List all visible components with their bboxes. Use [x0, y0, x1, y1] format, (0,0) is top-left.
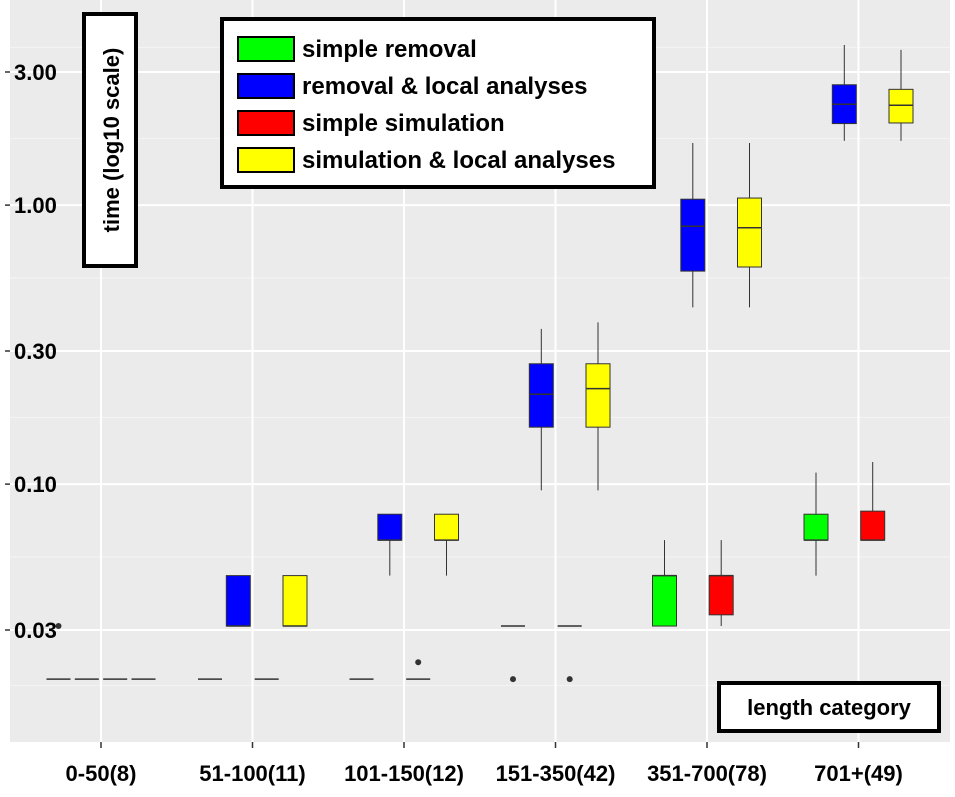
legend-label: simulation & local analyses: [302, 147, 615, 174]
x-tick-label: 101-150(12): [344, 761, 464, 786]
x-tick-label: 0-50(8): [66, 761, 137, 786]
x-tick-label: 51-100(11): [199, 761, 305, 786]
y-tick-label: 3.00: [14, 60, 57, 85]
x-axis-title-box: length category: [717, 681, 941, 733]
box-removal-local-analyses: [680, 142, 706, 308]
x-tick-label: 701+(49): [814, 761, 903, 786]
box-simulation-local-analyses: [434, 513, 459, 576]
legend-label: simple simulation: [302, 110, 505, 137]
x-tick-label: 151-350(42): [496, 761, 616, 786]
outlier-point: [510, 676, 516, 683]
box-body: [708, 575, 734, 616]
box-body: [680, 198, 706, 272]
box-simple-simulation: [860, 462, 886, 541]
legend-swatch: [237, 73, 295, 99]
x-axis: 0-50(8) 51-100(11) 101-150(12) 151-350(42) 3…: [66, 742, 903, 786]
y-tick-label: 0.30: [14, 339, 57, 364]
box-body: [282, 575, 308, 627]
box-simulation-local-analyses: [737, 142, 762, 308]
box-body: [528, 363, 554, 428]
box-simple-simulation: [557, 625, 582, 683]
y-axis: 0.03 0.10 0.30 1.00 3.00: [5, 60, 57, 643]
outlier-point: [415, 659, 422, 666]
box-removal-local-analyses: [377, 513, 403, 576]
legend-label: simple removal: [302, 36, 477, 63]
legend: simple removal removal & local analyses si…: [220, 17, 656, 189]
box-simple-removal: [803, 472, 829, 576]
box-simulation-local-analyses: [282, 575, 308, 627]
box-body: [860, 510, 886, 541]
box-simulation-local-analyses: [585, 322, 611, 491]
outlier-point: [55, 623, 62, 630]
box-simple-removal: [46, 623, 71, 680]
x-axis-title: length category: [747, 695, 912, 720]
box-body: [803, 513, 829, 541]
box-simple-removal: [652, 540, 677, 627]
legend-swatch: [237, 36, 295, 62]
y-tick-label: 1.00: [14, 193, 57, 218]
box-simple-simulation: [708, 540, 734, 627]
box-body: [888, 88, 914, 124]
legend-label: removal & local analyses: [302, 73, 588, 100]
y-tick-label: 0.10: [14, 472, 57, 497]
box-body: [737, 197, 762, 268]
box-body: [377, 513, 403, 541]
box-removal-local-analyses: [528, 328, 554, 491]
box-simple-removal: [501, 625, 525, 683]
box-body: [225, 575, 251, 627]
box-simple-simulation: [406, 659, 431, 680]
box-body: [434, 513, 459, 541]
legend-swatch: [237, 110, 295, 136]
legend-swatch: [237, 147, 295, 173]
y-tick-label: 0.03: [14, 618, 57, 643]
box-simulation-local-analyses: [888, 49, 914, 141]
outlier-point: [566, 676, 573, 683]
box-series: [46, 44, 914, 683]
y-axis-title-box: time (log10 scale): [82, 12, 138, 268]
box-body: [652, 575, 677, 627]
x-tick-label: 351-700(78): [647, 761, 767, 786]
box-removal-local-analyses: [225, 575, 251, 627]
box-removal-local-analyses: [831, 44, 857, 141]
box-body: [585, 363, 611, 428]
y-axis-title: time (log10 scale): [99, 48, 124, 233]
